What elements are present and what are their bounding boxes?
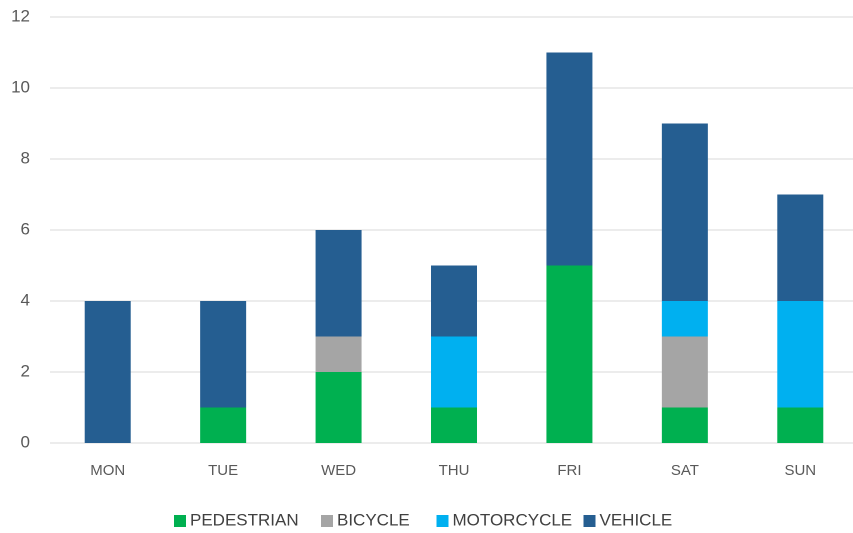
x-tick-label: SAT xyxy=(671,462,699,479)
legend-label: MOTORCYCLE xyxy=(453,510,573,529)
y-tick-label: 0 xyxy=(21,432,30,451)
bar-segment xyxy=(661,123,708,301)
bar-segment xyxy=(661,407,708,443)
x-tick-label: WED xyxy=(321,462,356,479)
x-tick-label: FRI xyxy=(557,462,581,479)
y-tick-label: 12 xyxy=(11,6,30,25)
y-tick-label: 8 xyxy=(21,148,30,167)
x-tick-label: SUN xyxy=(784,462,816,479)
x-tick-label: TUE xyxy=(208,462,238,479)
bar-segment xyxy=(661,301,708,337)
bar-segment xyxy=(777,407,824,443)
y-tick-label: 6 xyxy=(21,219,30,238)
bar-segment xyxy=(546,52,593,266)
bar-segment xyxy=(200,301,247,408)
legend-label: BICYCLE xyxy=(337,510,410,529)
y-tick-label: 2 xyxy=(21,361,30,380)
bar-segment xyxy=(200,407,247,443)
bar-segment xyxy=(661,336,708,408)
y-tick-label: 4 xyxy=(21,290,30,309)
x-tick-label: MON xyxy=(90,462,125,479)
bar-segment xyxy=(431,407,477,443)
bar-segment xyxy=(315,372,362,443)
legend-swatch xyxy=(321,515,333,527)
bar-segment xyxy=(777,301,824,408)
legend-label: VEHICLE xyxy=(600,510,673,529)
legend-swatch xyxy=(174,515,186,527)
legend-swatch xyxy=(583,515,596,527)
bar-segment xyxy=(431,336,477,408)
legend-label: PEDESTRIAN xyxy=(190,510,299,529)
bar-segment xyxy=(431,265,477,337)
bar-segment xyxy=(777,194,824,301)
y-tick-label: 10 xyxy=(11,77,30,96)
bar-segment xyxy=(315,336,362,372)
bar-segment xyxy=(546,265,593,443)
bar-segment xyxy=(84,301,131,443)
x-tick-label: THU xyxy=(439,462,470,479)
legend-swatch xyxy=(436,515,449,527)
bar-segment xyxy=(315,230,362,337)
